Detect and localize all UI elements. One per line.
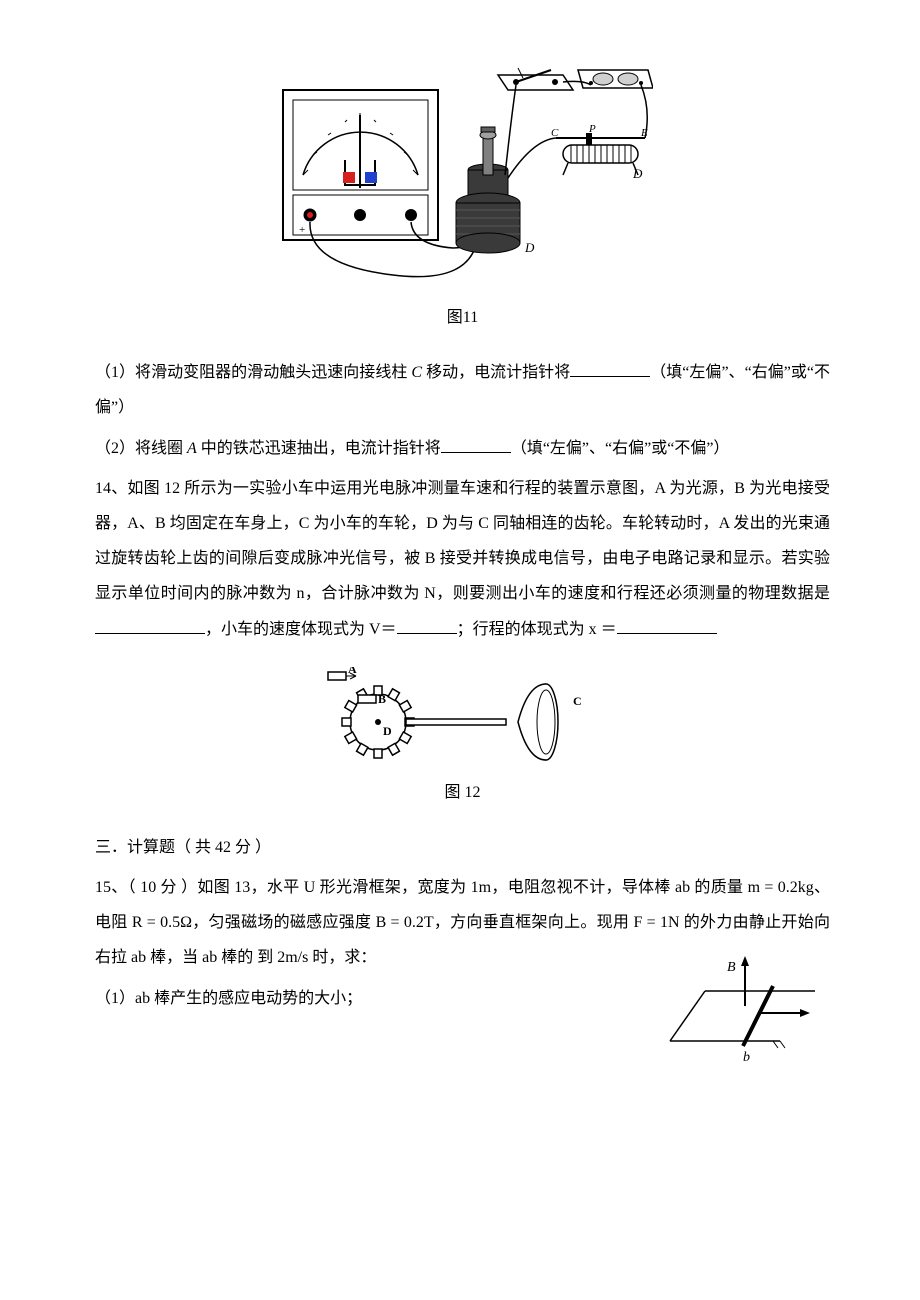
figure-11-label: 图11 xyxy=(95,300,830,335)
q13-part1: （1）将滑动变阻器的滑动触头迅速向接线柱 C 移动，电流计指针将（填“左偏”、“… xyxy=(95,355,830,425)
svg-text:C: C xyxy=(573,694,582,708)
figure-12-diagram: A B D C xyxy=(318,667,608,767)
q13-part2: （2）将线圈 A 中的铁芯迅速抽出，电流计指针将 （填“左偏”、“右偏”或“不偏”… xyxy=(95,431,830,466)
svg-text:B: B xyxy=(727,960,736,975)
q13-1-letter-c: C xyxy=(411,364,422,381)
figure-11-diagram: + D xyxy=(273,60,653,290)
q14-intro: 14、如图 12 所示为一实验小车中运用光电脉冲测量车速和行程的装置示意图，A … xyxy=(95,480,830,603)
svg-text:D: D xyxy=(383,724,392,738)
q13-2-text-after: 中的铁芯迅速抽出，电流计指针将 xyxy=(197,440,441,457)
q14-blank3[interactable] xyxy=(617,614,717,633)
q14-part3: ；行程的体现式为 x ＝ xyxy=(457,621,617,638)
section-3-title: 三．计算题（ 共 42 分 ） xyxy=(95,830,830,865)
figure-12-container: A B D C 图 12 xyxy=(95,667,830,810)
svg-text:B: B xyxy=(378,692,386,706)
q13-2-options: （填“左偏”、“右偏”或“不偏”） xyxy=(511,440,730,457)
q14-text: 14、如图 12 所示为一实验小车中运用光电脉冲测量车速和行程的装置示意图，A … xyxy=(95,471,830,647)
svg-text:P: P xyxy=(588,123,596,135)
q14-part2: ，小车的速度体现式为 V＝ xyxy=(205,621,397,638)
svg-text:+: + xyxy=(299,224,305,236)
q13-1-text-after: 移动，电流计指针将 xyxy=(422,364,570,381)
q13-2-letter-a: A xyxy=(187,440,197,457)
q13-2-blank[interactable] xyxy=(441,433,511,452)
q13-2-text-before: （2）将线圈 xyxy=(95,440,187,457)
q14-blank2[interactable] xyxy=(397,614,457,633)
q14-blank1[interactable] xyxy=(95,614,205,633)
q15-container: 15、（ 10 分 ）如图 13，水平 U 形光滑框架，宽度为 1m，电阻忽视不… xyxy=(95,870,830,1016)
q13-1-text-before: （1）将滑动变阻器的滑动触头迅速向接线柱 xyxy=(95,364,411,381)
svg-text:D: D xyxy=(524,240,535,255)
q13-1-blank[interactable] xyxy=(570,358,650,377)
svg-text:b: b xyxy=(743,1050,750,1065)
figure-12-label: 图 12 xyxy=(95,775,830,810)
svg-text:A: A xyxy=(348,667,357,676)
svg-text:C: C xyxy=(551,127,559,139)
figure-13-diagram: B b xyxy=(665,951,830,1066)
figure-11-container: + D xyxy=(95,60,830,335)
